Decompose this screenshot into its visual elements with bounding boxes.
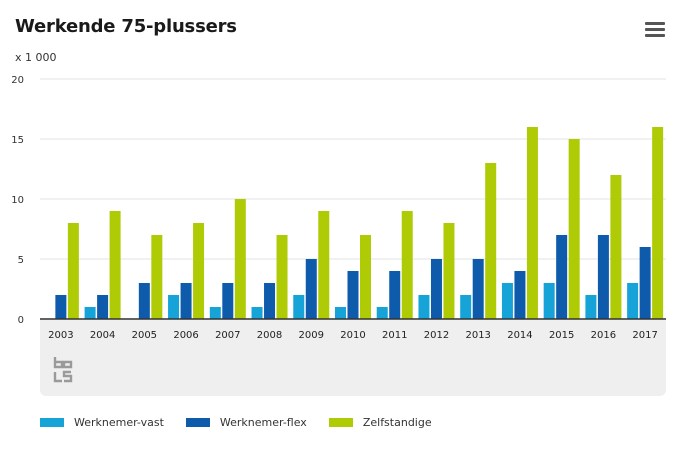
menu-line (645, 22, 665, 25)
bar-werknemer-flex (55, 295, 67, 319)
x-tick-label: 2008 (257, 330, 282, 341)
cbs-logo-icon (53, 357, 73, 383)
y-tick-label: 10 (11, 195, 24, 206)
bar-werknemer-vast (585, 295, 597, 319)
bar-werknemer-flex (430, 259, 442, 319)
bar-zelfstandige (109, 211, 121, 319)
chart-legend: Werknemer-vast Werknemer-flex Zelfstandige (40, 416, 454, 429)
legend-label: Werknemer-flex (219, 416, 307, 429)
bar-zelfstandige (443, 223, 455, 319)
bar-werknemer-vast (543, 283, 555, 319)
bar-werknemer-flex (222, 283, 234, 319)
x-tick-label: 2014 (507, 330, 532, 341)
bar-werknemer-vast (209, 307, 221, 319)
y-axis-unit-label: x 1 000 (15, 51, 57, 64)
x-tick-label: 2006 (173, 330, 198, 341)
bar-zelfstandige (401, 211, 413, 319)
hamburger-menu-icon[interactable] (645, 22, 665, 40)
bar-zelfstandige (151, 235, 163, 319)
x-tick-label: 2012 (424, 330, 449, 341)
bar-werknemer-vast (168, 295, 180, 319)
x-tick-label: 2004 (90, 330, 115, 341)
x-tick-label: 2016 (591, 330, 616, 341)
bar-zelfstandige (234, 199, 246, 319)
bar-werknemer-vast (84, 307, 96, 319)
bar-zelfstandige (610, 175, 622, 319)
menu-line (645, 28, 665, 31)
bar-zelfstandige (485, 163, 497, 319)
x-tick-label: 2010 (340, 330, 365, 341)
bar-werknemer-flex (347, 271, 359, 319)
bar-werknemer-vast (376, 307, 388, 319)
y-tick-label: 20 (11, 75, 24, 86)
x-tick-label: 2013 (465, 330, 490, 341)
bar-zelfstandige (276, 235, 288, 319)
legend-item[interactable]: Werknemer-vast (40, 416, 164, 429)
x-tick-label: 2007 (215, 330, 240, 341)
bar-werknemer-vast (627, 283, 639, 319)
bar-werknemer-flex (389, 271, 401, 319)
bar-werknemer-flex (180, 283, 192, 319)
bar-werknemer-vast (460, 295, 472, 319)
chart-title: Werkende 75-plussers (15, 16, 237, 37)
y-tick-label: 0 (18, 315, 24, 326)
x-axis-panel (40, 318, 666, 396)
bar-zelfstandige (526, 127, 538, 319)
x-tick-label: 2005 (132, 330, 157, 341)
legend-label: Werknemer-vast (74, 416, 164, 429)
bar-werknemer-flex (556, 235, 568, 319)
legend-item[interactable]: Werknemer-flex (185, 416, 307, 429)
bar-werknemer-flex (639, 247, 651, 319)
y-tick-label: 5 (18, 255, 24, 266)
bar-zelfstandige (652, 127, 664, 319)
bar-zelfstandige (193, 223, 205, 319)
bar-werknemer-flex (138, 283, 150, 319)
x-tick-label: 2015 (549, 330, 574, 341)
legend-swatch (328, 418, 353, 427)
x-tick-label: 2003 (48, 330, 73, 341)
bar-werknemer-flex (597, 235, 609, 319)
legend-swatch (185, 418, 210, 427)
x-tick-label: 2011 (382, 330, 407, 341)
bar-werknemer-vast (251, 307, 263, 319)
legend-swatch (40, 418, 64, 427)
bar-werknemer-flex (514, 271, 526, 319)
bar-werknemer-vast (418, 295, 430, 319)
bar-zelfstandige (568, 139, 580, 319)
bar-werknemer-flex (264, 283, 276, 319)
bar-zelfstandige (318, 211, 330, 319)
bar-werknemer-vast (293, 295, 305, 319)
bar-werknemer-vast (501, 283, 513, 319)
x-tick-label: 2009 (299, 330, 324, 341)
bar-werknemer-flex (97, 295, 109, 319)
bar-zelfstandige (67, 223, 79, 319)
bar-zelfstandige (360, 235, 371, 319)
bar-werknemer-vast (335, 307, 346, 319)
bar-werknemer-flex (472, 259, 484, 319)
y-tick-label: 15 (11, 135, 24, 146)
bar-werknemer-flex (305, 259, 317, 319)
x-tick-label: 2017 (632, 330, 657, 341)
legend-label: Zelfstandige (362, 416, 432, 429)
menu-line (645, 34, 665, 37)
legend-item[interactable]: Zelfstandige (328, 416, 432, 429)
